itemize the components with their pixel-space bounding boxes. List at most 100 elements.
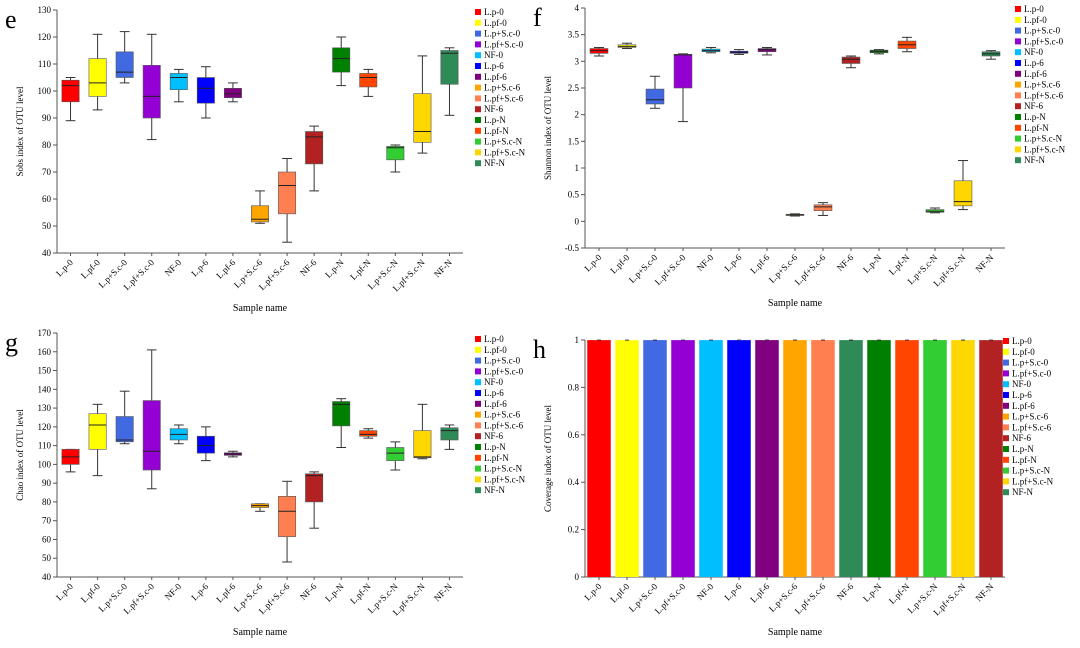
legend-swatch [475, 138, 481, 145]
y-tick-label: 1.5 [568, 136, 580, 146]
legend-swatch [1003, 424, 1009, 431]
legend-label: NF-6 [1024, 101, 1044, 111]
box-iqr [813, 204, 833, 211]
box-L.pf+S.c-0 [142, 349, 161, 490]
legend-swatch [1003, 489, 1009, 496]
box-iqr [88, 58, 107, 97]
box-iqr [413, 93, 432, 143]
y-tick-label: 0.2 [568, 525, 579, 535]
legend-label: L.p-6 [484, 61, 504, 71]
box-NF-6 [305, 125, 324, 192]
legend-swatch [475, 9, 481, 15]
legend-label: L.pf+S.c-N [484, 474, 526, 484]
box-iqr [440, 50, 459, 85]
bar-L.p+S.c-6 [783, 340, 807, 577]
box-iqr [386, 146, 405, 161]
y-tick-label: 4 [575, 3, 580, 13]
legend-swatch [475, 106, 481, 113]
y-tick-label: 100 [38, 86, 52, 96]
legend-swatch [475, 30, 481, 37]
box-iqr [278, 495, 297, 537]
box-L.pf+S.c-N [413, 55, 432, 154]
panel-f: f -0.5 0 0.5 1 1.5 2 2.5 3 3.5 4 Shannon index of O… [533, 3, 1066, 309]
legend-label: NF-0 [1024, 47, 1044, 57]
legend-swatch [475, 433, 481, 440]
box-L.pf-0 [88, 33, 107, 111]
legend-label: L.p-N [1012, 444, 1034, 454]
x-tick-label: L.pf-6 [748, 252, 772, 276]
legend-label: NF-0 [484, 50, 504, 60]
panel-h: h 0 0.2 0.4 0.6 0.8 1 Coverage index of OTU lev… [533, 335, 1054, 638]
legend-label: L.p+S.c-0 [484, 29, 521, 39]
box-iqr [757, 48, 777, 53]
y-tick-label: 150 [38, 366, 52, 376]
box-L.p+S.c-N [386, 144, 405, 173]
box-L.pf+S.c-6 [278, 480, 297, 563]
y-tick-label: 120 [38, 32, 52, 42]
legend-label: L.p+S.c-0 [1012, 358, 1049, 368]
legend-label: L.pf+S.c-0 [1012, 368, 1052, 378]
box-iqr [115, 416, 134, 443]
legend-swatch [475, 95, 481, 102]
legend-label: L.pf-0 [484, 345, 507, 355]
y-tick-label: 0 [575, 216, 580, 226]
legend-swatch [475, 411, 481, 418]
x-tick-label: NF-N [973, 252, 995, 274]
box-L.pf-6 [223, 82, 242, 103]
box-L.pf-0 [617, 42, 637, 50]
x-tick-label: NF-6 [835, 252, 856, 273]
legend-label: NF-N [484, 485, 506, 495]
legend-swatch [475, 52, 481, 59]
x-tick-label: NF-0 [695, 581, 716, 602]
y-tick-label: 70 [42, 167, 52, 177]
legend-label: L.p-0 [1024, 4, 1044, 14]
box-NF-6 [305, 471, 324, 529]
x-tick-label: L.pf-6 [214, 581, 238, 605]
x-axis-label: Sample name [768, 627, 823, 638]
box-iqr [196, 77, 215, 104]
panel-g: g 40 50 60 70 80 90 100 110 120 130 140 150 160 170 Cha… [5, 328, 526, 638]
box-L.p+S.c-N [925, 207, 945, 214]
bar-L.pf-N [895, 340, 919, 577]
y-tick-label: 50 [42, 553, 52, 563]
x-tick-label: L.p-N [323, 257, 346, 280]
legend-swatch [1015, 38, 1021, 45]
legend-label: NF-N [1012, 487, 1034, 497]
bar-L.pf+S.c-0 [671, 340, 695, 577]
legend-label: L.pf+S.c-0 [484, 366, 524, 376]
legend-swatch [475, 41, 481, 48]
x-tick-label: L.p-6 [722, 581, 743, 602]
legend-label: L.p-0 [484, 334, 504, 344]
box-iqr [673, 54, 693, 89]
legend-swatch [1015, 124, 1021, 131]
box-L.p-0 [589, 46, 609, 57]
legend-swatch [1003, 456, 1009, 463]
x-tick-label: L.p-0 [582, 252, 603, 273]
box-NF-6 [841, 55, 861, 69]
legend-swatch [1015, 103, 1021, 110]
box-L.p-6 [196, 426, 215, 462]
box-L.pf-N [359, 68, 378, 97]
y-tick-label: 60 [42, 534, 52, 544]
bar-L.p-0 [587, 340, 611, 577]
box-iqr [142, 65, 161, 119]
box-L.pf-N [897, 36, 917, 53]
legend-label: NF-0 [484, 377, 504, 387]
legend-swatch [1015, 70, 1021, 77]
box-iqr [841, 56, 861, 64]
bar-L.pf-6 [755, 340, 779, 577]
x-tick-label: L.p-N [323, 581, 346, 604]
box-L.p-N [869, 49, 889, 55]
bar-L.p-N [867, 340, 891, 577]
legend-label: L.p+S.c-0 [484, 356, 521, 366]
legend-swatch [1015, 27, 1021, 34]
legend-swatch [1003, 478, 1009, 485]
legend-swatch [1003, 413, 1009, 420]
legend-label: L.pf-0 [484, 18, 507, 28]
x-tick-label: L.pf-N [887, 581, 912, 606]
box-iqr [645, 88, 665, 105]
legend-swatch [475, 346, 481, 353]
panel-letter: f [533, 3, 542, 32]
legend-swatch [1015, 114, 1021, 120]
